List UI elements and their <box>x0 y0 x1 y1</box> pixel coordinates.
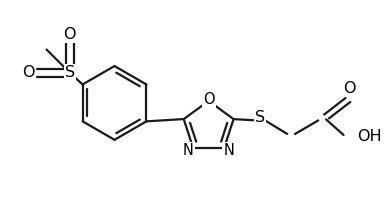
Text: OH: OH <box>357 129 382 144</box>
Text: S: S <box>255 110 265 125</box>
Text: N: N <box>223 143 234 158</box>
Text: O: O <box>203 92 214 108</box>
Text: O: O <box>64 27 76 42</box>
Text: O: O <box>343 81 356 96</box>
Text: O: O <box>22 65 35 80</box>
Text: S: S <box>65 65 75 80</box>
Text: N: N <box>183 143 194 158</box>
